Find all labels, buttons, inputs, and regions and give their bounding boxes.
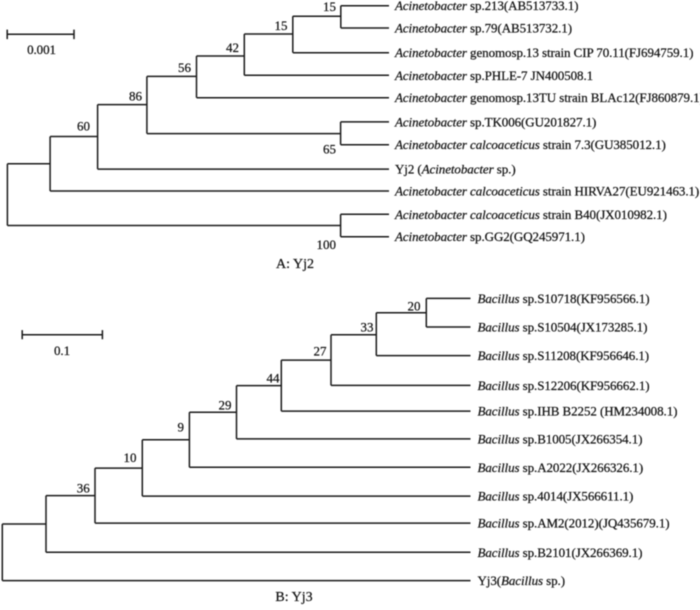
svg-text:10: 10 (124, 450, 137, 465)
svg-text:56: 56 (178, 60, 192, 75)
svg-text:Bacillus sp.S10504(JX173285.1): Bacillus sp.S10504(JX173285.1) (478, 320, 648, 335)
svg-text:Bacillus sp.S10718(KF956566.1): Bacillus sp.S10718(KF956566.1) (478, 291, 650, 306)
svg-text:Acinetobacter genomosp.13 stra: Acinetobacter genomosp.13 strain CIP 70.… (394, 45, 693, 60)
svg-text:33: 33 (361, 319, 374, 334)
svg-text:Bacillus sp.AM2(2012)(JQ435679: Bacillus sp.AM2(2012)(JQ435679.1) (478, 516, 670, 531)
svg-text:100: 100 (317, 237, 337, 252)
svg-text:42: 42 (226, 40, 239, 55)
svg-text:B: Yj3: B: Yj3 (275, 590, 312, 605)
svg-text:A: Yj2: A: Yj2 (276, 257, 314, 272)
svg-text:Yj3(Bacillus sp.): Yj3(Bacillus sp.) (478, 573, 565, 588)
svg-text:0.001: 0.001 (27, 42, 56, 57)
svg-text:Bacillus sp.A2022(JX266326.1): Bacillus sp.A2022(JX266326.1) (478, 460, 644, 475)
svg-text:Bacillus sp.S11208(KF956646.1): Bacillus sp.S11208(KF956646.1) (478, 348, 650, 363)
svg-text:Acinetobacter calcoaceticus st: Acinetobacter calcoaceticus strain HIRVA… (394, 184, 699, 199)
svg-text:9: 9 (178, 419, 185, 434)
svg-text:Acinetobacter sp.TK006(GU20182: Acinetobacter sp.TK006(GU201827.1) (394, 114, 596, 129)
svg-text:Acinetobacter sp.PHLE-7 JN4005: Acinetobacter sp.PHLE-7 JN400508.1 (394, 68, 593, 83)
svg-text:36: 36 (77, 480, 91, 495)
svg-text:Acinetobacter calcoaceticus st: Acinetobacter calcoaceticus strain 7.3(G… (394, 137, 666, 152)
svg-text:15: 15 (323, 0, 336, 14)
svg-text:Acinetobacter sp.GG2(GQ245971.: Acinetobacter sp.GG2(GQ245971.1) (394, 229, 585, 244)
svg-text:65: 65 (323, 141, 336, 156)
svg-text:Yj2 (Acinetobacter sp.): Yj2 (Acinetobacter sp.) (395, 162, 516, 177)
svg-text:44: 44 (267, 371, 281, 386)
svg-text:27: 27 (314, 343, 328, 358)
svg-text:Acinetobacter calcoaceticus st: Acinetobacter calcoaceticus strain B40(J… (394, 207, 667, 222)
svg-text:Bacillus sp.B2101(JX266369.1): Bacillus sp.B2101(JX266369.1) (478, 545, 643, 560)
svg-text:15: 15 (275, 18, 288, 33)
svg-text:Acinetobacter sp.213(AB513733.: Acinetobacter sp.213(AB513733.1) (394, 0, 578, 13)
svg-text:Bacillus sp.B1005(JX266354.1): Bacillus sp.B1005(JX266354.1) (478, 431, 643, 446)
svg-text:86: 86 (129, 89, 143, 104)
svg-text:Acinetobacter sp.79(AB513732.1: Acinetobacter sp.79(AB513732.1) (394, 20, 572, 35)
svg-text:Bacillus sp.IHB B2252 (HM23400: Bacillus sp.IHB B2252 (HM234008.1) (478, 404, 678, 419)
svg-text:Acinetobacter genomosp.13TU st: Acinetobacter genomosp.13TU strain BLAc1… (394, 90, 700, 105)
svg-text:20: 20 (408, 299, 421, 314)
svg-text:29: 29 (219, 398, 232, 413)
svg-text:Bacillus sp.4014(JX566611.1): Bacillus sp.4014(JX566611.1) (478, 489, 634, 504)
svg-text:0.1: 0.1 (54, 343, 70, 358)
svg-text:60: 60 (77, 119, 90, 134)
svg-text:Bacillus sp.S12206(KF956662.1): Bacillus sp.S12206(KF956662.1) (478, 378, 650, 393)
